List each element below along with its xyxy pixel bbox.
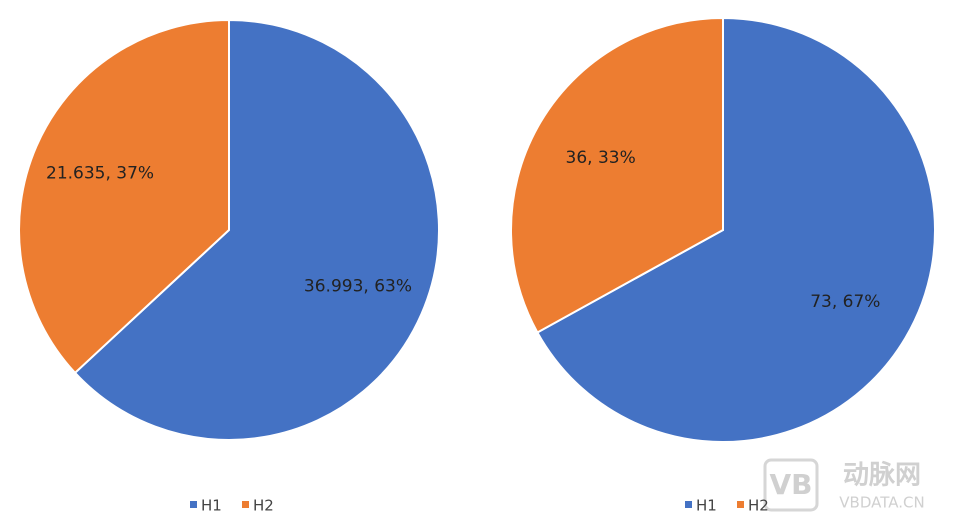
data-label: 36.993, 63% [304,276,412,296]
pie-chart: 36.993, 63% 21.635, 37% H1 H2 [18,18,440,515]
legend-label: H2 [748,497,769,515]
pie-slice [510,16,724,334]
pie-slice [18,18,230,375]
legend-swatch [242,501,249,508]
watermark: VB 动脉网 VBDATA.CN [763,458,925,512]
pie-slice [536,16,936,443]
legend-swatch [190,501,197,508]
data-label: 21.635, 37% [46,164,154,184]
pie-slice [73,18,440,441]
legend-swatch [685,501,692,508]
data-label: 73, 67% [810,292,880,312]
legend-label: H1 [201,497,222,515]
watermark-url: VBDATA.CN [839,494,924,512]
watermark-logo-frame [763,458,819,512]
legend-swatch [737,501,744,508]
legend-label: H1 [696,497,717,515]
watermark-logo: 动脉网 [843,461,921,491]
legend-label: H2 [253,497,274,515]
pie-chart: 73, 67% 36, 33% H1 H2 [510,16,936,515]
watermark-logo-mark: VB [769,468,812,501]
data-label: 36, 33% [566,148,636,168]
